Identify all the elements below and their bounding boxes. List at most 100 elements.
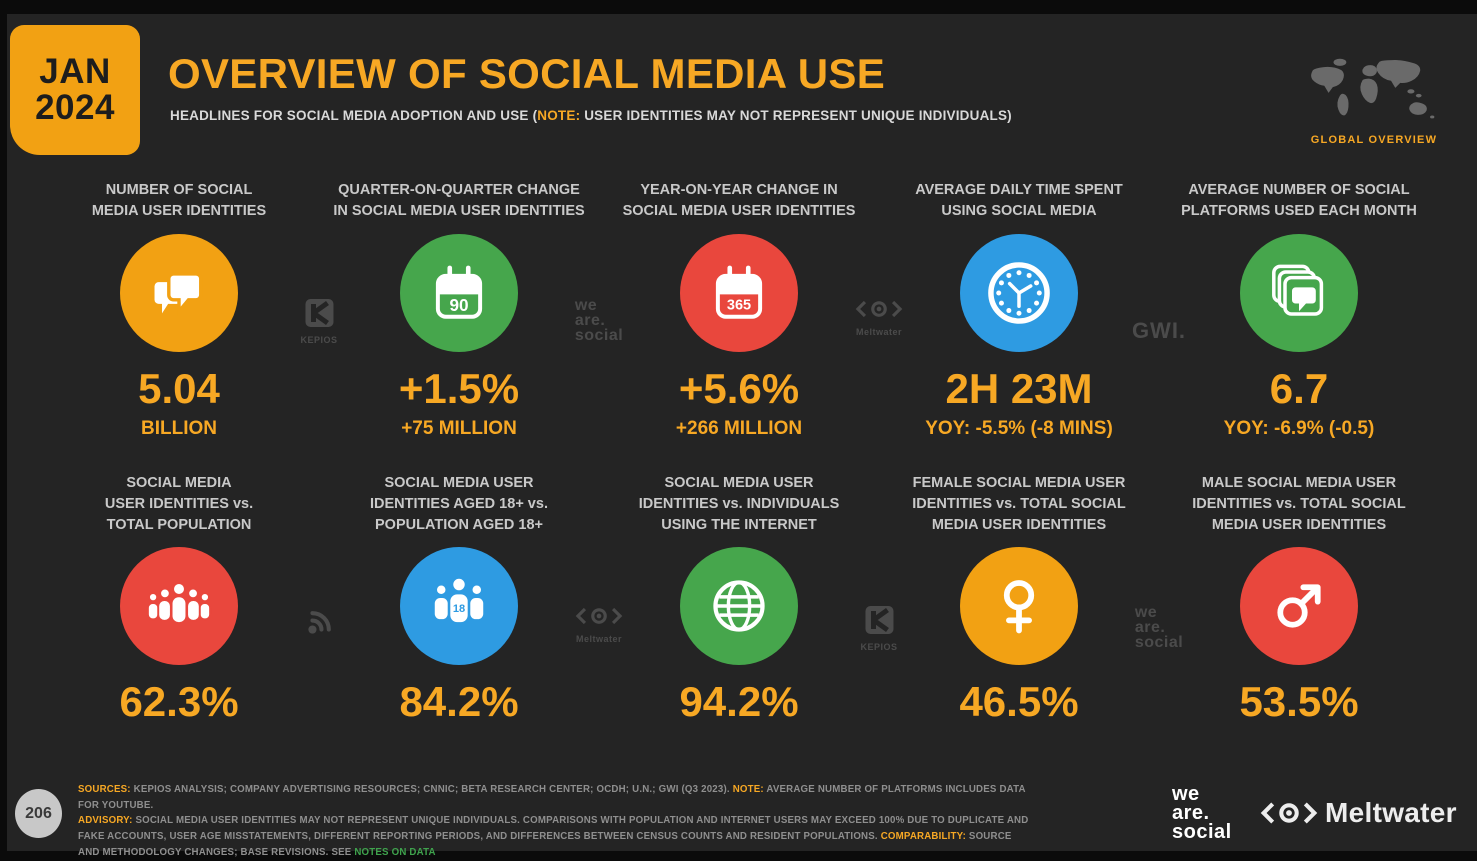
page-number-badge: 206 bbox=[15, 789, 62, 838]
notes-on-data-link[interactable]: NOTES ON DATA bbox=[354, 846, 436, 858]
stat-card-qoq-change: QUARTER-ON-QUARTER CHANGE IN SOCIAL MEDI… bbox=[333, 180, 584, 440]
advisory-label: ADVISORY: bbox=[78, 815, 133, 827]
gwi-watermark: GWI. bbox=[1131, 318, 1187, 343]
watermark-slot: we are. social bbox=[1130, 473, 1188, 726]
chat-bubbles-icon bbox=[154, 272, 203, 317]
stat-icon-circle bbox=[1240, 547, 1358, 665]
stat-value: 94.2% bbox=[679, 678, 799, 725]
male-symbol-icon bbox=[1277, 584, 1321, 628]
meltwater-logo-icon bbox=[855, 300, 903, 318]
svg-text:90: 90 bbox=[449, 295, 468, 315]
stat-card-platforms-per-month: AVERAGE NUMBER OF SOCIAL PLATFORMS USED … bbox=[1181, 180, 1417, 440]
kepios-logo-icon bbox=[304, 299, 333, 327]
watermark-slot: Meltwater bbox=[570, 473, 628, 726]
meltwater-logo: Meltwater bbox=[1260, 797, 1457, 829]
subtitle-prefix: HEADLINES FOR SOCIAL MEDIA ADOPTION AND … bbox=[170, 108, 538, 123]
people-group-icon bbox=[146, 582, 212, 624]
stat-title: FEMALE SOCIAL MEDIA USER IDENTITIES vs. … bbox=[912, 475, 1126, 534]
stat-icon-circle: 365 bbox=[680, 234, 798, 352]
stat-title: SOCIAL MEDIA USER IDENTITIES vs. INDIVID… bbox=[638, 475, 840, 534]
date-badge: JAN 2024 bbox=[10, 25, 140, 155]
stat-subvalue: BILLION bbox=[141, 418, 217, 439]
stat-title: AVERAGE NUMBER OF SOCIAL PLATFORMS USED … bbox=[1181, 182, 1417, 220]
people-18-icon: 18 bbox=[432, 576, 486, 624]
stat-subvalue: YOY: -6.9% (-0.5) bbox=[1223, 418, 1375, 439]
stat-value: 5.04 bbox=[138, 365, 220, 412]
stat-card-male-share: MALE SOCIAL MEDIA USER IDENTITIES vs. TO… bbox=[1188, 473, 1410, 726]
stat-title: SOCIAL MEDIA USER IDENTITIES vs. TOTAL P… bbox=[104, 475, 254, 534]
stat-icon-circle bbox=[120, 547, 238, 665]
global-overview-corner: GLOBAL OVERVIEW bbox=[1303, 52, 1445, 146]
broadcast-icon bbox=[308, 611, 331, 634]
subtitle-note-label: NOTE: bbox=[537, 108, 581, 123]
stat-icon-circle bbox=[960, 547, 1078, 665]
meltwater-watermark: Meltwater bbox=[574, 605, 624, 644]
we-are-social-logo: we are. social bbox=[1172, 783, 1232, 843]
stat-subvalue: YOY: -5.5% (-8 MINS) bbox=[925, 418, 1113, 439]
stat-value: 2H 23M bbox=[945, 365, 1093, 412]
page-subtitle: HEADLINES FOR SOCIAL MEDIA ADOPTION AND … bbox=[170, 108, 1012, 123]
stat-icon-circle bbox=[960, 234, 1078, 352]
globe-icon bbox=[713, 580, 765, 632]
we-are-social-watermark: we are. social bbox=[574, 297, 624, 345]
stat-value: 62.3% bbox=[119, 678, 239, 725]
watermark-slot: KEPIOS bbox=[290, 180, 348, 440]
sources-note: SOURCES: KEPIOS ANALYSIS; COMPANY ADVERT… bbox=[78, 784, 1029, 858]
slide-background bbox=[7, 14, 1477, 851]
stats-row-1: NUMBER OF SOCIAL MEDIA USER IDENTITIES 5… bbox=[68, 180, 1417, 440]
stat-title: SOCIAL MEDIA USER IDENTITIES AGED 18+ vs… bbox=[370, 475, 548, 534]
stat-value: +1.5% bbox=[398, 365, 520, 412]
stat-icon-circle: 18 bbox=[400, 547, 518, 665]
stat-value: 6.7 bbox=[1269, 365, 1329, 412]
date-badge-year: 2024 bbox=[35, 88, 115, 127]
stat-card-daily-time: AVERAGE DAILY TIME SPENT USING SOCIAL ME… bbox=[908, 180, 1130, 440]
kepios-watermark: KEPIOS bbox=[860, 605, 897, 652]
calendar-90-icon: 90 bbox=[435, 265, 483, 319]
stat-value: 84.2% bbox=[399, 678, 519, 725]
stat-card-vs-internet-users: SOCIAL MEDIA USER IDENTITIES vs. INDIVID… bbox=[628, 473, 850, 726]
stat-title: QUARTER-ON-QUARTER CHANGE IN SOCIAL MEDI… bbox=[333, 182, 585, 220]
stat-value: +5.6% bbox=[678, 365, 800, 412]
stat-value: 46.5% bbox=[959, 678, 1079, 725]
watermark-slot: Meltwater bbox=[850, 180, 908, 440]
stat-card-user-identities: NUMBER OF SOCIAL MEDIA USER IDENTITIES 5… bbox=[68, 180, 290, 440]
stat-subvalue: +266 MILLION bbox=[675, 418, 803, 439]
stat-icon-circle: 90 bbox=[400, 234, 518, 352]
clock-icon bbox=[988, 262, 1050, 324]
meltwater-logo-icon bbox=[575, 607, 623, 625]
sources-label: SOURCES: bbox=[78, 784, 131, 795]
date-badge-month: JAN bbox=[39, 51, 111, 91]
stat-title: NUMBER OF SOCIAL MEDIA USER IDENTITIES bbox=[91, 182, 267, 220]
watermark-slot: GWI. bbox=[1130, 180, 1188, 440]
stat-title: MALE SOCIAL MEDIA USER IDENTITIES vs. TO… bbox=[1192, 475, 1406, 534]
social-platforms-icon bbox=[1272, 264, 1324, 316]
calendar-365-icon: 365 bbox=[715, 265, 763, 319]
kepios-logo-icon bbox=[864, 606, 893, 634]
stats-row-2: SOCIAL MEDIA USER IDENTITIES vs. TOTAL P… bbox=[68, 473, 1410, 726]
stat-title: AVERAGE DAILY TIME SPENT USING SOCIAL ME… bbox=[915, 182, 1123, 220]
page-title: OVERVIEW OF SOCIAL MEDIA USE bbox=[168, 50, 886, 97]
meltwater-eye-icon bbox=[1260, 802, 1318, 824]
stat-icon-circle bbox=[680, 547, 798, 665]
stat-card-vs-population: SOCIAL MEDIA USER IDENTITIES vs. TOTAL P… bbox=[68, 473, 290, 726]
stat-card-yoy-change: YEAR-ON-YEAR CHANGE IN SOCIAL MEDIA USER… bbox=[623, 180, 856, 440]
kepios-watermark: KEPIOS bbox=[300, 298, 337, 345]
subtitle-suffix: USER IDENTITIES MAY NOT REPRESENT UNIQUE… bbox=[580, 108, 1012, 123]
svg-text:18: 18 bbox=[453, 603, 465, 615]
stat-icon-circle bbox=[1240, 234, 1358, 352]
stat-icon-circle bbox=[120, 234, 238, 352]
svg-text:365: 365 bbox=[727, 298, 751, 314]
meltwater-watermark: Meltwater bbox=[854, 298, 904, 337]
stat-card-aged-18: SOCIAL MEDIA USER IDENTITIES AGED 18+ vs… bbox=[348, 473, 570, 726]
meltwater-wordmark: Meltwater bbox=[1325, 797, 1457, 828]
note-label: NOTE: bbox=[732, 784, 764, 795]
watermark-slot bbox=[290, 473, 348, 726]
watermark-slot: KEPIOS bbox=[850, 473, 908, 726]
watermark-slot: we are. social bbox=[570, 180, 628, 440]
world-map-icon bbox=[1311, 58, 1435, 119]
stat-title: YEAR-ON-YEAR CHANGE IN SOCIAL MEDIA USER… bbox=[622, 182, 856, 220]
stat-subvalue: +75 MILLION bbox=[401, 418, 517, 439]
comparability-label: COMPARABILITY: bbox=[880, 831, 967, 843]
signal-logo-watermark bbox=[301, 605, 337, 646]
